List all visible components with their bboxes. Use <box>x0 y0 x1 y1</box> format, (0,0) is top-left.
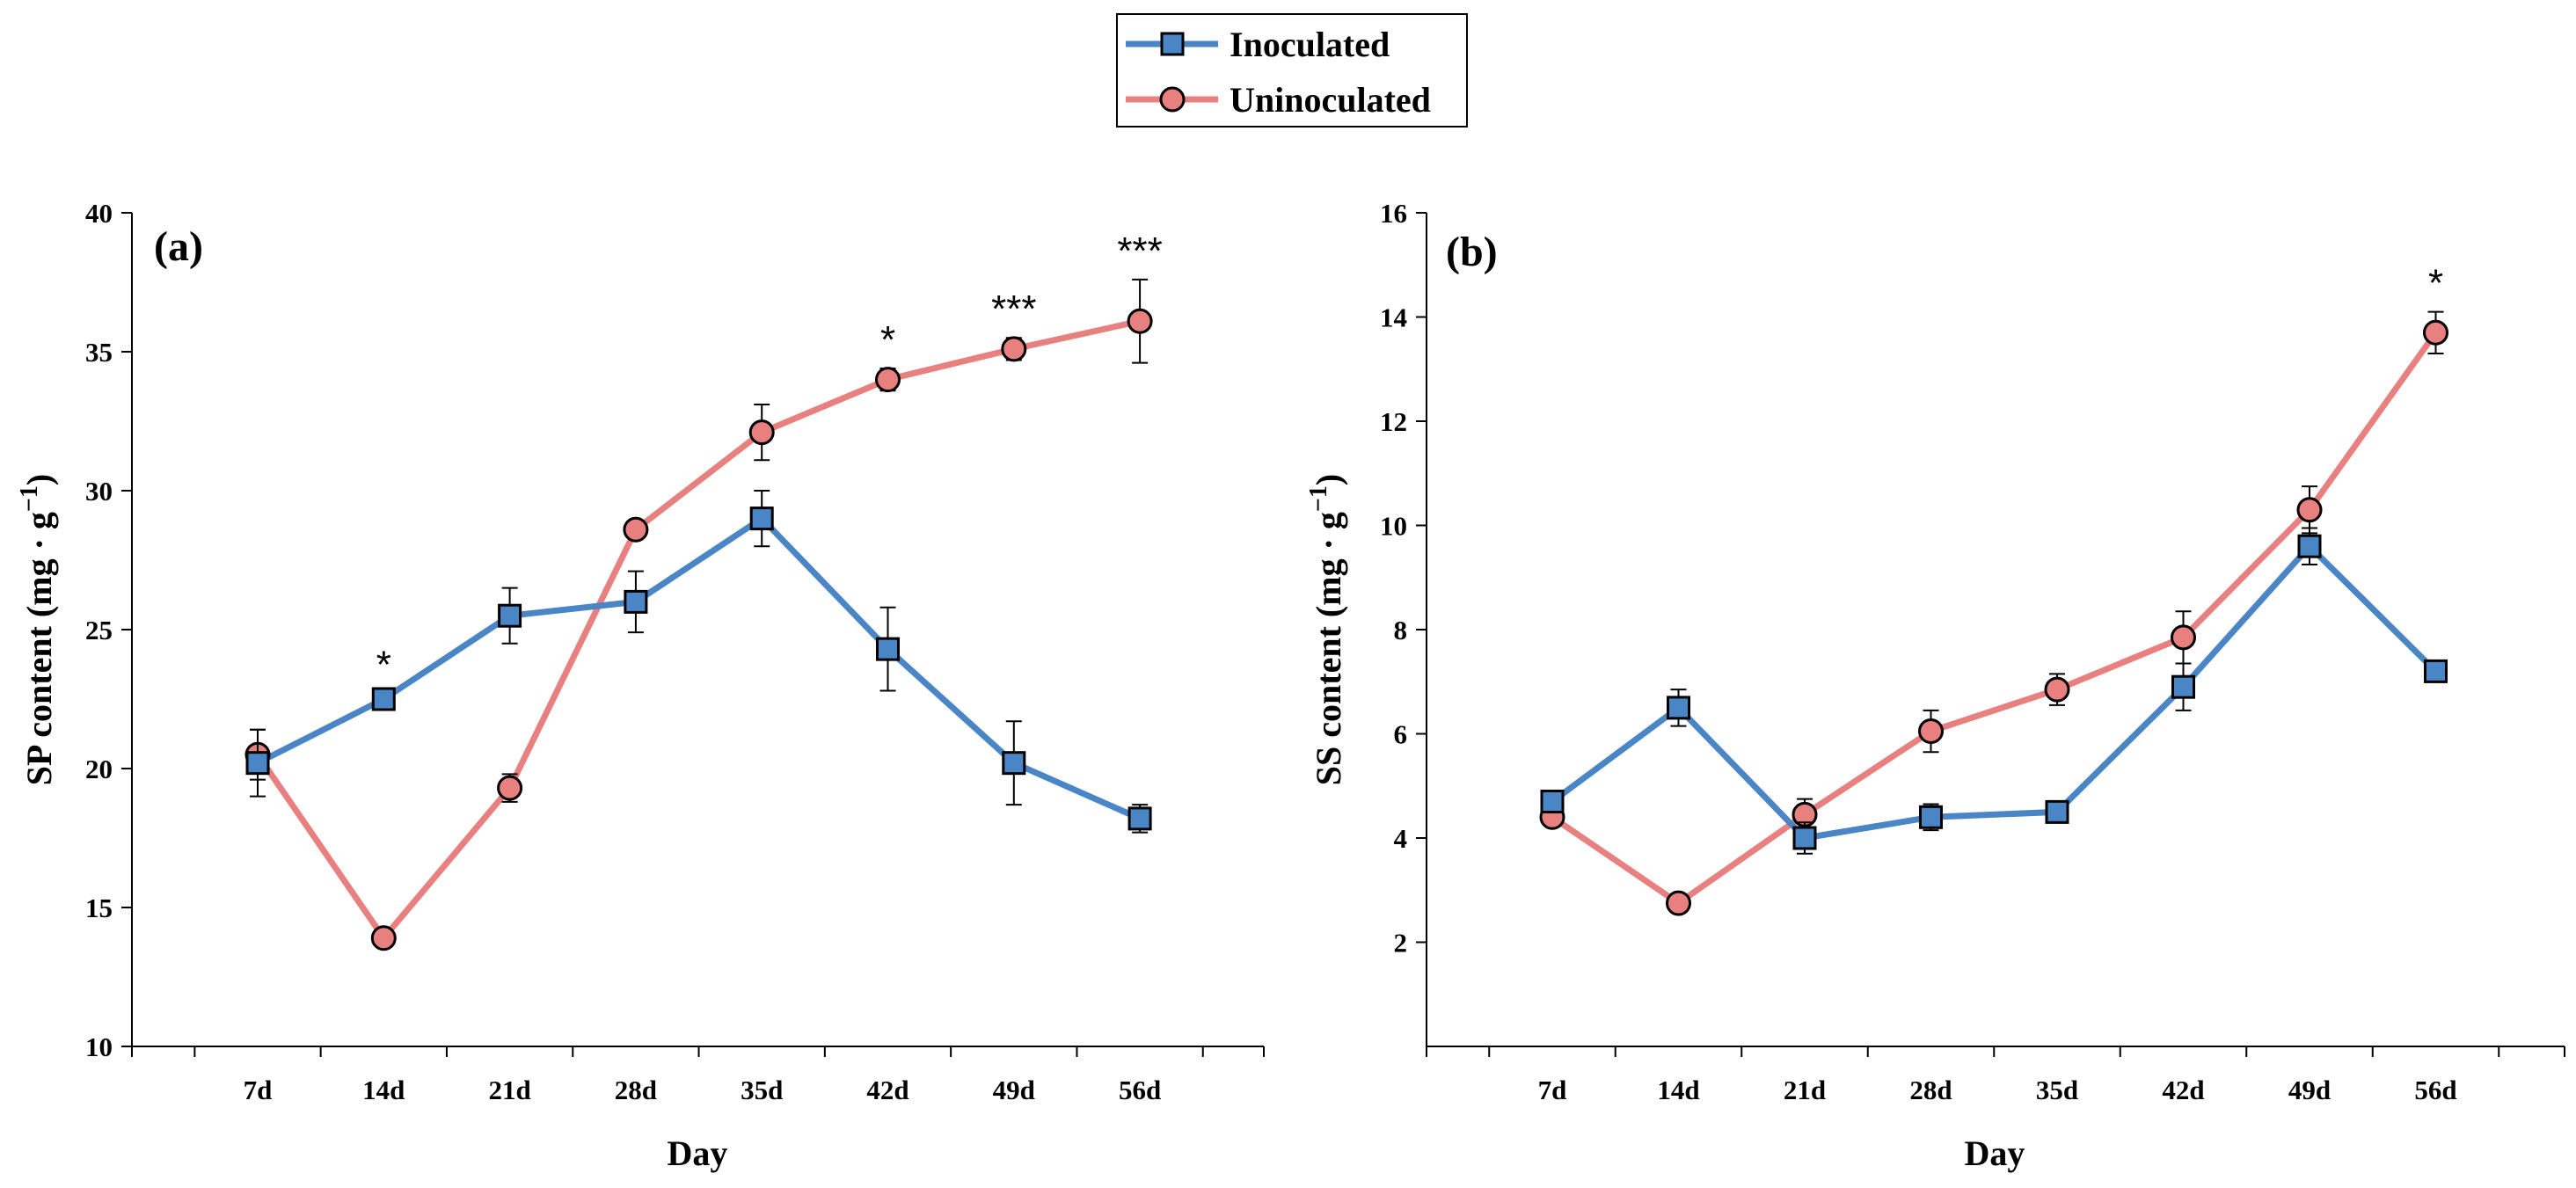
y-tick-label: 25 <box>85 615 113 645</box>
data-point-uninoculated <box>1666 890 1691 916</box>
data-point-inoculated <box>876 637 900 661</box>
y-axis-title-main: SP content (mg · g <box>19 512 59 785</box>
x-tick-label: 14d <box>362 1075 405 1105</box>
panel-label: (b) <box>1446 229 1498 275</box>
panel-label: (a) <box>154 223 203 270</box>
legend-item-uninoculated: Uninoculated <box>1126 80 1431 120</box>
data-point-inoculated <box>624 589 648 614</box>
y-axis-title: SS content (mg · g−1) <box>1305 474 1348 785</box>
data-point-inoculated <box>1919 805 1943 829</box>
y-tick-label: 2 <box>1394 928 1408 958</box>
legend-label-inoculated: Inoculated <box>1230 25 1390 64</box>
data-point-inoculated <box>2297 534 2322 558</box>
y-axis-title-superscript: −1 <box>1305 485 1332 512</box>
data-point-inoculated <box>2171 674 2195 699</box>
x-tick-label: 49d <box>993 1075 1035 1105</box>
data-point-uninoculated <box>1918 718 1944 745</box>
data-point-uninoculated <box>370 925 397 951</box>
significance-label: * <box>880 318 895 361</box>
data-point-uninoculated <box>623 516 649 543</box>
data-point-uninoculated <box>1001 336 1027 362</box>
data-point-inoculated <box>2045 799 2069 824</box>
legend-label-uninoculated: Uninoculated <box>1230 80 1431 120</box>
x-tick-label: 56d <box>2414 1075 2456 1105</box>
data-point-uninoculated <box>497 775 523 801</box>
y-tick-label: 15 <box>85 893 113 923</box>
x-tick-label: 7d <box>244 1075 273 1105</box>
x-tick-label: 28d <box>615 1075 657 1105</box>
x-tick-label: 7d <box>1538 1075 1567 1105</box>
x-tick-label: 14d <box>1657 1075 1699 1105</box>
data-point-inoculated <box>1127 806 1152 831</box>
data-point-uninoculated <box>875 367 901 393</box>
x-tick-label: 35d <box>741 1075 783 1105</box>
x-axis-title: Day <box>668 1133 728 1173</box>
x-tick-label: 42d <box>866 1075 909 1105</box>
data-point-uninoculated <box>748 419 775 446</box>
significance-label: *** <box>1117 230 1162 273</box>
data-point-inoculated <box>1540 790 1565 814</box>
data-point-uninoculated <box>2423 319 2448 346</box>
data-point-uninoculated <box>2171 624 2196 651</box>
y-axis-title-close: ) <box>1309 474 1348 485</box>
y-tick-label: 10 <box>85 1031 113 1062</box>
legend-item-inoculated: Inoculated <box>1126 25 1390 64</box>
y-tick-label: 4 <box>1394 823 1408 854</box>
series-line-inoculated <box>256 515 1142 822</box>
series-line-uninoculated <box>1551 331 2439 907</box>
data-point-inoculated <box>2424 659 2448 683</box>
chart-panel-a: (a) Day SP content (mg · g−1) 10 15 20 25 30… <box>16 198 1265 1173</box>
legend-square-marker-icon <box>1160 32 1185 56</box>
y-tick-label: 8 <box>1394 615 1408 645</box>
data-point-uninoculated <box>1127 308 1153 334</box>
y-tick-label: 30 <box>85 476 113 507</box>
data-point-inoculated <box>1002 751 1026 776</box>
series-line-uninoculated <box>255 317 1141 942</box>
data-point-inoculated <box>1667 696 1690 720</box>
y-axis-title-superscript: −1 <box>16 485 43 512</box>
data-point-inoculated <box>371 687 396 711</box>
chart-panel-b: (b) Day SS content (mg · g−1) 2 4 6 8 10 12 14… <box>1305 198 2565 1173</box>
x-axis-title: Day <box>1965 1133 2025 1173</box>
data-point-inoculated <box>498 603 522 628</box>
legend-circle-marker-icon <box>1159 86 1186 113</box>
y-axis-title-close: ) <box>19 474 59 485</box>
x-tick-label: 28d <box>1909 1075 1952 1105</box>
y-tick-label: 35 <box>85 337 113 368</box>
legend: Inoculated Uninoculated <box>1116 13 1468 128</box>
x-tick-label: 56d <box>1119 1075 1161 1105</box>
series-line-inoculated <box>1550 543 2438 842</box>
y-tick-label: 16 <box>1380 198 1407 229</box>
data-point-inoculated <box>245 751 270 776</box>
y-axis-title-main: SS content (mg · g <box>1309 512 1348 785</box>
y-tick-label: 20 <box>85 754 113 784</box>
x-tick-label: 49d <box>2288 1075 2331 1105</box>
y-tick-label: 6 <box>1394 719 1408 750</box>
data-point-inoculated <box>749 507 774 531</box>
x-tick-label: 21d <box>488 1075 530 1105</box>
x-tick-label: 21d <box>1784 1075 1826 1105</box>
y-tick-label: 10 <box>1380 511 1407 542</box>
x-tick-label: 42d <box>2162 1075 2204 1105</box>
data-point-inoculated <box>1792 826 1817 850</box>
y-tick-label: 40 <box>85 198 113 229</box>
significance-label: * <box>2428 262 2443 305</box>
significance-label: * <box>376 644 391 687</box>
y-tick-label: 14 <box>1380 302 1407 333</box>
significance-label: *** <box>991 288 1036 331</box>
x-tick-label: 35d <box>2036 1075 2078 1105</box>
data-point-uninoculated <box>2296 497 2323 523</box>
y-tick-label: 12 <box>1380 406 1407 437</box>
data-point-uninoculated <box>2044 676 2070 703</box>
y-axis-title: SP content (mg · g−1) <box>16 474 59 785</box>
